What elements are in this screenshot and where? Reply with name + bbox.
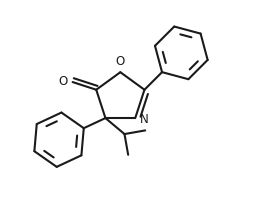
Text: O: O [59, 75, 68, 88]
Text: N: N [140, 112, 149, 126]
Text: O: O [116, 55, 125, 68]
